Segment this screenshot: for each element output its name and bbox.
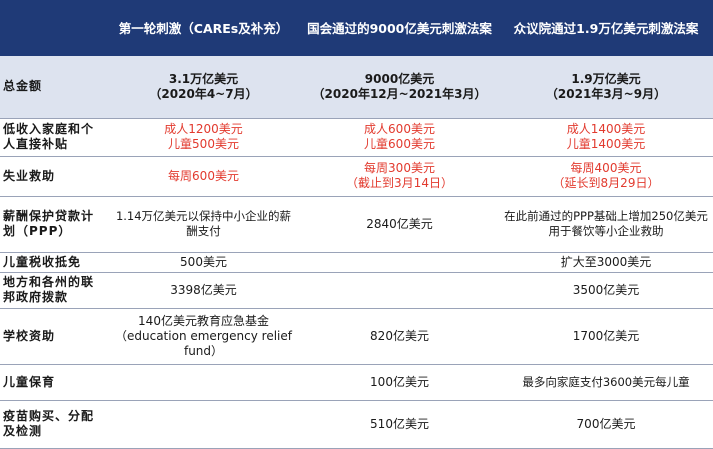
cell-total-c1: 3.1万亿美元 （2020年4~7月） bbox=[107, 56, 300, 119]
header-9000-bill: 国会通过的9000亿美元刺激法案 bbox=[300, 0, 499, 56]
table-row-childcare: 儿童保育 100亿美元 最多向家庭支付3600美元每儿童 bbox=[0, 364, 713, 401]
table-row-total: 总金额 3.1万亿美元 （2020年4~7月） 9000亿美元 （2020年12… bbox=[0, 56, 713, 119]
row-label-childcare: 儿童保育 bbox=[0, 364, 107, 401]
header-1-9-trillion-bill: 众议院通过1.9万亿美元刺激法案 bbox=[499, 0, 713, 56]
cell-vaccine-c3: 700亿美元 bbox=[499, 400, 713, 449]
cell-state-local-c2 bbox=[300, 272, 499, 309]
cell-total-c2: 9000亿美元 （2020年12月~2021年3月） bbox=[300, 56, 499, 119]
cell-child-tax-c3: 扩大至3000美元 bbox=[499, 252, 713, 273]
cell-childcare-c3: 最多向家庭支付3600美元每儿童 bbox=[499, 364, 713, 401]
table-row-vaccine: 疫苗购买、分配及检测 510亿美元 700亿美元 bbox=[0, 400, 713, 449]
cell-state-local-c1: 3398亿美元 bbox=[107, 272, 300, 309]
cell-direct-payment-c2: 成人600美元 儿童600美元 bbox=[300, 118, 499, 157]
unemployment-c2-amount: 每周300美元 bbox=[364, 161, 435, 175]
direct-c2-adult: 成人600美元 bbox=[364, 122, 435, 136]
row-label-direct-payment: 低收入家庭和个人直接补贴 bbox=[0, 118, 107, 157]
header-first-round: 第一轮刺激（CAREs及补充） bbox=[107, 0, 300, 56]
unemployment-c3-note: （延长到8月29日） bbox=[552, 176, 660, 190]
total-c3-period: （2021年3月~9月） bbox=[545, 86, 667, 101]
direct-c2-child: 儿童600美元 bbox=[364, 137, 435, 151]
cell-direct-payment-c1: 成人1200美元 儿童500美元 bbox=[107, 118, 300, 157]
unemployment-c1: 每周600美元 bbox=[168, 168, 239, 183]
cell-state-local-c3: 3500亿美元 bbox=[499, 272, 713, 309]
unemployment-c3-amount: 每周400美元 bbox=[570, 161, 642, 175]
total-c2-amount: 9000亿美元 bbox=[364, 71, 435, 86]
table-row-direct-payment: 低收入家庭和个人直接补贴 成人1200美元 儿童500美元 成人600美元 儿童… bbox=[0, 118, 713, 157]
row-label-child-tax: 儿童税收抵免 bbox=[0, 252, 107, 273]
cell-vaccine-c1 bbox=[107, 400, 300, 449]
row-label-unemployment: 失业救助 bbox=[0, 156, 107, 197]
row-label-total: 总金额 bbox=[0, 56, 107, 119]
cell-vaccine-c2: 510亿美元 bbox=[300, 400, 499, 449]
total-c2-period: （2020年12月~2021年3月） bbox=[312, 86, 487, 101]
direct-c1-child: 儿童500美元 bbox=[168, 137, 239, 151]
table-row-unemployment: 失业救助 每周600美元 每周300美元 （截止到3月14日） 每周400美元 … bbox=[0, 156, 713, 197]
total-c3-amount: 1.9万亿美元 bbox=[571, 71, 641, 86]
cell-school-c1: 140亿美元教育应急基金 （education emergency relief… bbox=[107, 308, 300, 365]
table-row-school: 学校资助 140亿美元教育应急基金 （education emergency r… bbox=[0, 308, 713, 365]
table-row-ppp: 薪酬保护贷款计划（PPP） 1.14万亿美元以保持中小企业的薪酬支付 2840亿… bbox=[0, 196, 713, 253]
unemployment-c2-note: （截止到3月14日） bbox=[346, 176, 453, 190]
cell-ppp-c1: 1.14万亿美元以保持中小企业的薪酬支付 bbox=[107, 196, 300, 253]
header-corner bbox=[0, 0, 107, 56]
row-label-vaccine: 疫苗购买、分配及检测 bbox=[0, 400, 107, 449]
row-label-state-local: 地方和各州的联邦政府拨款 bbox=[0, 272, 107, 309]
cell-unemployment-c3: 每周400美元 （延长到8月29日） bbox=[499, 156, 713, 197]
direct-c3-adult: 成人1400美元 bbox=[566, 122, 646, 136]
table-row-child-tax: 儿童税收抵免 500美元 扩大至3000美元 bbox=[0, 252, 713, 273]
cell-childcare-c1 bbox=[107, 364, 300, 401]
header-row: 第一轮刺激（CAREs及补充） 国会通过的9000亿美元刺激法案 众议院通过1.… bbox=[0, 0, 713, 56]
row-label-school: 学校资助 bbox=[0, 308, 107, 365]
school-c1-english: （education emergency relief fund） bbox=[115, 328, 292, 358]
direct-c3-child: 儿童1400美元 bbox=[566, 137, 646, 151]
cell-total-c3: 1.9万亿美元 （2021年3月~9月） bbox=[499, 56, 713, 119]
cell-childcare-c2: 100亿美元 bbox=[300, 364, 499, 401]
cell-direct-payment-c3: 成人1400美元 儿童1400美元 bbox=[499, 118, 713, 157]
direct-c1-adult: 成人1200美元 bbox=[164, 122, 243, 136]
cell-ppp-c3: 在此前通过的PPP基础上增加250亿美元用于餐饮等小企业救助 bbox=[499, 196, 713, 253]
cell-school-c3: 1700亿美元 bbox=[499, 308, 713, 365]
table-row-state-local: 地方和各州的联邦政府拨款 3398亿美元 3500亿美元 bbox=[0, 272, 713, 309]
row-label-ppp: 薪酬保护贷款计划（PPP） bbox=[0, 196, 107, 253]
cell-child-tax-c2 bbox=[300, 252, 499, 273]
cell-ppp-c2: 2840亿美元 bbox=[300, 196, 499, 253]
cell-school-c2: 820亿美元 bbox=[300, 308, 499, 365]
cell-unemployment-c2: 每周300美元 （截止到3月14日） bbox=[300, 156, 499, 197]
total-c1-amount: 3.1万亿美元 bbox=[168, 71, 239, 86]
cell-unemployment-c1: 每周600美元 bbox=[107, 156, 300, 197]
total-c1-period: （2020年4~7月） bbox=[149, 86, 258, 101]
cell-child-tax-c1: 500美元 bbox=[107, 252, 300, 273]
school-c1-fund: 140亿美元教育应急基金 bbox=[138, 313, 269, 328]
